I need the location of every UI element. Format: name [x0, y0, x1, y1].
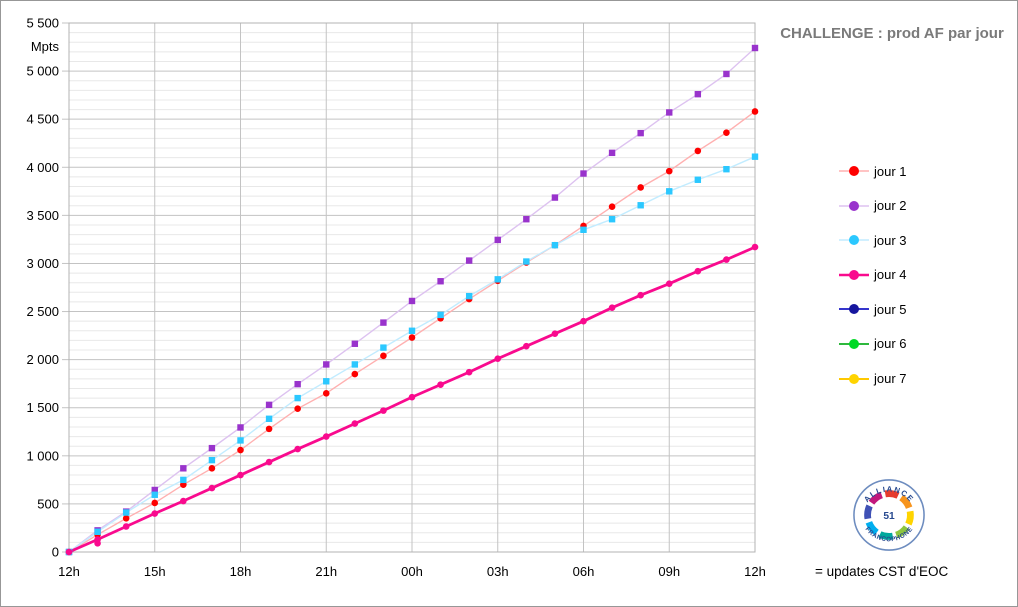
legend-item-label: jour 6 [874, 336, 907, 352]
svg-text:3 000: 3 000 [26, 256, 59, 271]
svg-text:2 000: 2 000 [26, 352, 59, 367]
svg-text:500: 500 [37, 496, 59, 511]
chart-title: CHALLENGE : prod AF par jour [780, 25, 1004, 42]
svg-text:4 500: 4 500 [26, 112, 59, 127]
svg-text:12h: 12h [58, 564, 80, 579]
line-chart-plot: 0 500 1 000 1 500 2 000 2 500 3 000 3 500 4 000 4… [26, 16, 766, 580]
legend-item-label: jour 7 [874, 371, 907, 387]
svg-text:Mpts: Mpts [31, 39, 60, 54]
logo-center-number: 51 [883, 511, 895, 522]
legend-marker-icon [839, 338, 869, 349]
svg-text:21h: 21h [315, 564, 337, 579]
svg-text:5 500: 5 500 [26, 16, 59, 31]
svg-text:18h: 18h [230, 564, 252, 579]
legend-marker-icon [839, 269, 869, 280]
legend-item-jour-2: jour 2 [839, 194, 907, 218]
updates-caption: = updates CST d'EOC [815, 564, 949, 579]
svg-text:3 500: 3 500 [26, 208, 59, 223]
legend-item-label: jour 5 [874, 301, 907, 317]
legend-item-jour-7: jour 7 [839, 367, 907, 391]
legend-marker-icon [839, 166, 869, 176]
legend-marker-icon [839, 373, 869, 384]
alliance-francophone-logo: ALLIANCE FRANCOPHONE 51 [852, 478, 926, 552]
legend-item-jour-1: jour 1 [839, 159, 907, 183]
alliance-francophone-badge-icon: ALLIANCE FRANCOPHONE 51 [853, 479, 925, 551]
legend-marker-icon [839, 304, 869, 315]
svg-text:2 500: 2 500 [26, 304, 59, 319]
legend-item-label: jour 4 [874, 267, 907, 283]
legend-item-label: jour 1 [874, 163, 907, 179]
legend-item-jour-4: jour 4 [839, 263, 907, 287]
svg-text:12h: 12h [744, 564, 766, 579]
svg-text:06h: 06h [573, 564, 595, 579]
legend-item-jour-6: jour 6 [839, 332, 907, 356]
legend-marker-icon [839, 235, 869, 246]
legend-item-jour-5: jour 5 [839, 297, 907, 321]
svg-text:00h: 00h [401, 564, 423, 579]
svg-text:5 000: 5 000 [26, 64, 59, 79]
svg-text:03h: 03h [487, 564, 509, 579]
legend-item-label: jour 3 [874, 232, 907, 248]
legend-item-label: jour 2 [874, 198, 907, 214]
svg-text:1 000: 1 000 [26, 448, 59, 463]
svg-text:4 000: 4 000 [26, 160, 59, 175]
legend-item-jour-3: jour 3 [839, 228, 907, 252]
svg-text:0: 0 [52, 545, 59, 560]
legend: jour 1 jour 2 jour 3 jour 4 jour 5 jour 6 jour… [839, 159, 907, 401]
svg-text:1 500: 1 500 [26, 400, 59, 415]
legend-marker-icon [839, 200, 869, 211]
svg-text:09h: 09h [658, 564, 680, 579]
svg-text:15h: 15h [144, 564, 166, 579]
